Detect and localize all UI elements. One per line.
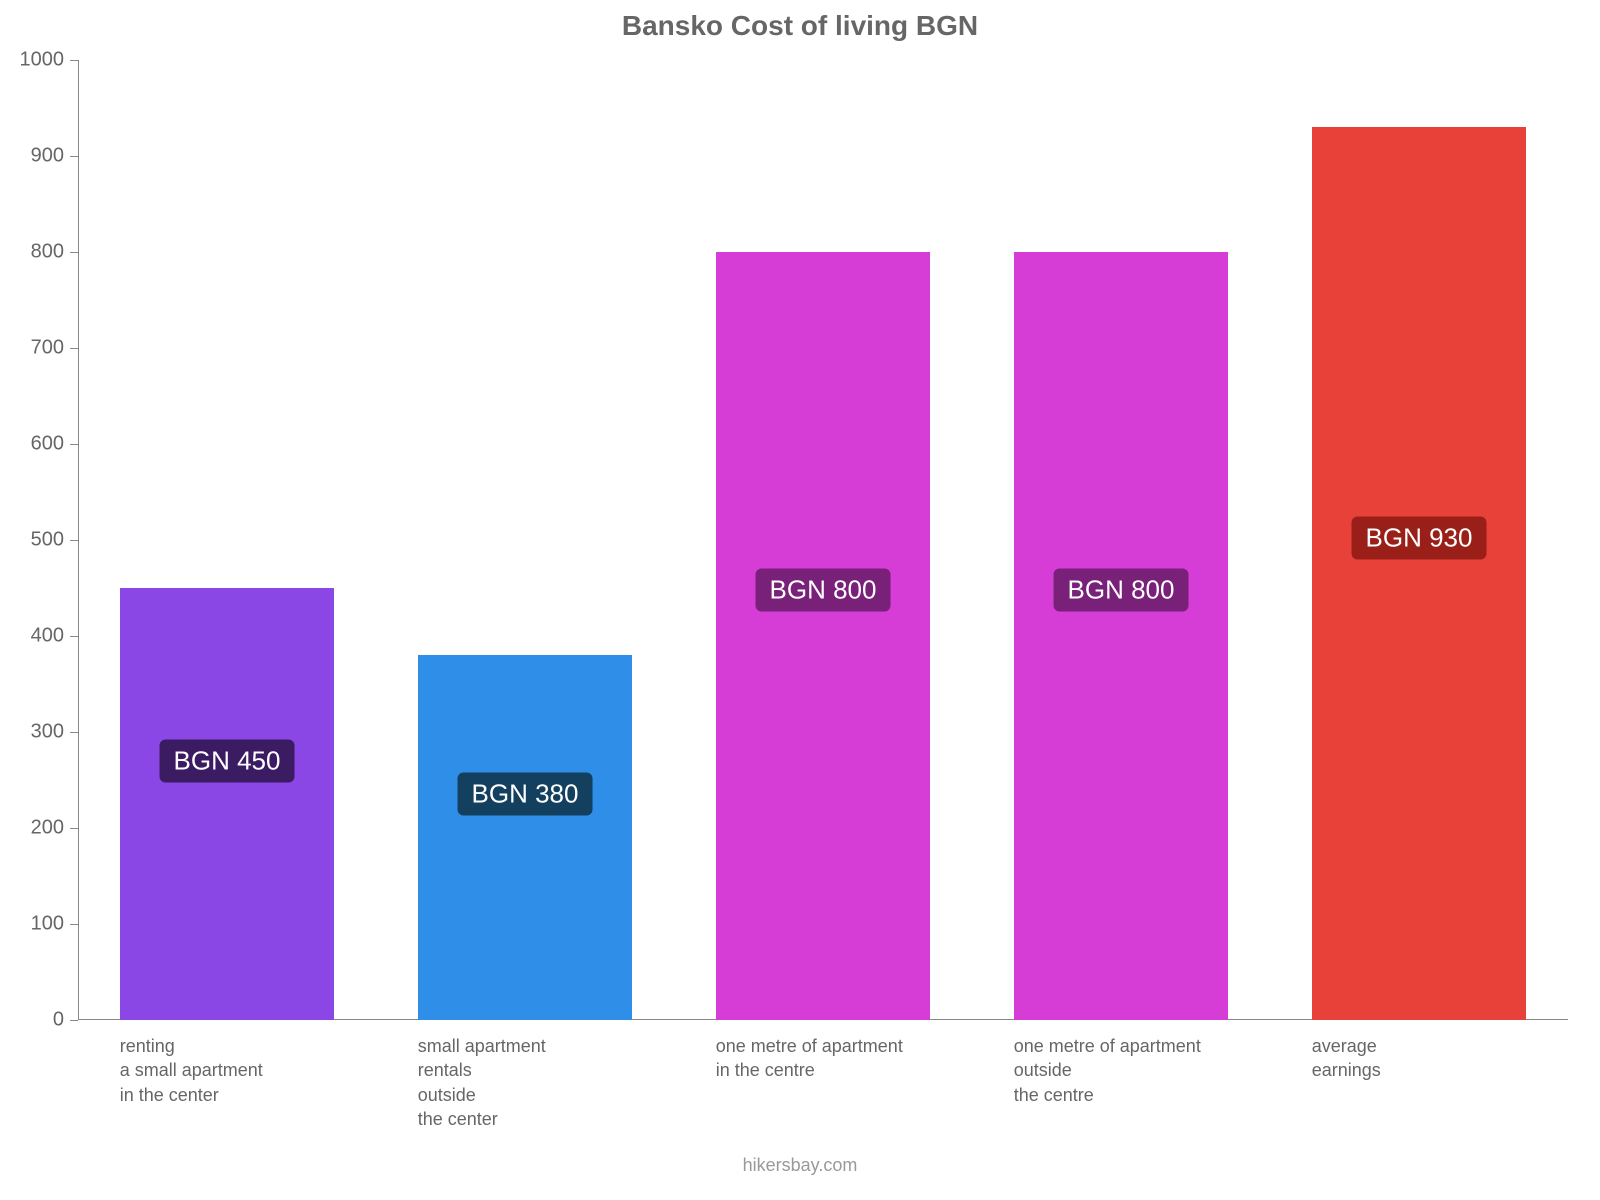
y-tick-label: 0 bbox=[53, 1009, 78, 1032]
bar-value-label: BGN 800 bbox=[1054, 568, 1189, 611]
y-tick-label: 1000 bbox=[20, 49, 79, 72]
y-tick-label: 300 bbox=[31, 721, 78, 744]
y-tick-label: 600 bbox=[31, 433, 78, 456]
x-tick-label: average earnings bbox=[1312, 1020, 1527, 1083]
y-tick-label: 400 bbox=[31, 625, 78, 648]
x-tick-label: one metre of apartment outside the centr… bbox=[1014, 1020, 1229, 1107]
y-tick-label: 700 bbox=[31, 337, 78, 360]
x-tick-label: small apartment rentals outside the cent… bbox=[418, 1020, 633, 1131]
bar bbox=[716, 252, 931, 1020]
chart-title: Bansko Cost of living BGN bbox=[0, 10, 1600, 42]
y-tick-label: 100 bbox=[31, 913, 78, 936]
chart-container: Bansko Cost of living BGN 01002003004005… bbox=[0, 0, 1600, 1200]
y-tick-label: 900 bbox=[31, 145, 78, 168]
y-axis-line bbox=[78, 60, 79, 1020]
y-tick-label: 800 bbox=[31, 241, 78, 264]
plot-area: 01002003004005006007008009001000BGN 450r… bbox=[78, 60, 1568, 1020]
bar-value-label: BGN 380 bbox=[458, 772, 593, 815]
bar bbox=[120, 588, 335, 1020]
bar bbox=[1014, 252, 1229, 1020]
bar-value-label: BGN 450 bbox=[160, 739, 295, 782]
y-tick-label: 500 bbox=[31, 529, 78, 552]
x-tick-label: renting a small apartment in the center bbox=[120, 1020, 335, 1107]
bar-value-label: BGN 930 bbox=[1352, 516, 1487, 559]
bar bbox=[1312, 127, 1527, 1020]
bar bbox=[418, 655, 633, 1020]
y-tick-label: 200 bbox=[31, 817, 78, 840]
chart-footer: hikersbay.com bbox=[0, 1155, 1600, 1176]
x-tick-label: one metre of apartment in the centre bbox=[716, 1020, 931, 1083]
bar-value-label: BGN 800 bbox=[756, 568, 891, 611]
